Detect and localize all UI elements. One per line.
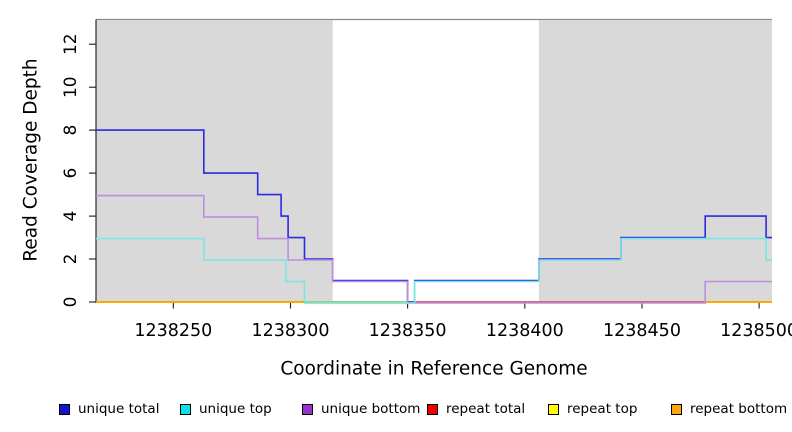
x-tick-label: 1238500 [720, 321, 792, 341]
y-tick-label: 12 [61, 33, 81, 55]
x-tick-label: 1238350 [369, 321, 447, 341]
legend-swatch-repeat-bottom [671, 403, 682, 415]
legend-swatch-repeat-total [427, 403, 438, 415]
legend-swatch-unique-top [180, 403, 191, 415]
series-unique-total [96, 129, 772, 303]
x-tick-label: 1238450 [603, 321, 681, 341]
legend-item-unique-total: unique total [59, 402, 159, 416]
legend-item-repeat-total: repeat total [427, 402, 525, 416]
legend-item-unique-bottom: unique bottom [302, 402, 420, 416]
legend-label: repeat total [446, 401, 526, 417]
y-tick-label: 4 [61, 211, 81, 222]
y-tick-label: 6 [61, 168, 81, 179]
legend-item-repeat-top: repeat top [548, 402, 637, 416]
x-tick-label: 1238300 [252, 321, 330, 341]
legend-item-unique-top: unique top [180, 402, 272, 416]
legend-swatch-repeat-top [548, 403, 559, 415]
legend-item-repeat-bottom: repeat bottom [671, 402, 787, 416]
series-unique-top [96, 237, 772, 304]
shaded-band [96, 20, 333, 303]
legend-swatch-unique-total [59, 403, 70, 415]
legend-label: unique top [199, 401, 272, 417]
series-unique-bottom [96, 194, 772, 304]
y-tick-label: 2 [61, 254, 81, 265]
y-tick-label: 0 [61, 297, 81, 308]
y-tick-label: 8 [61, 125, 81, 136]
legend: unique total unique top unique bottom re… [0, 0, 792, 416]
legend-label: repeat top [567, 401, 638, 417]
shaded-band [538, 20, 772, 303]
y-tick-label: 10 [61, 76, 81, 98]
x-tick-label: 1238250 [134, 321, 212, 341]
y-axis-label: Read Coverage Depth [21, 58, 42, 261]
legend-label: repeat bottom [690, 401, 788, 417]
legend-swatch-unique-bottom [302, 403, 313, 415]
legend-label: unique bottom [321, 401, 421, 417]
x-tick-label: 1238400 [486, 321, 564, 341]
x-axis-label: Coordinate in Reference Genome [280, 359, 587, 380]
legend-label: unique total [78, 401, 160, 417]
